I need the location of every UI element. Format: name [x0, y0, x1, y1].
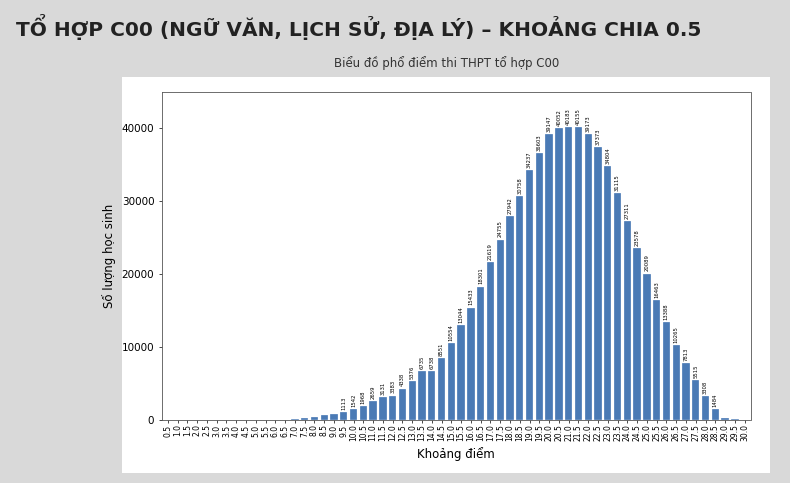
- Bar: [487, 262, 494, 420]
- Text: 27311: 27311: [625, 202, 630, 219]
- Bar: [301, 418, 308, 420]
- Bar: [623, 221, 631, 420]
- Bar: [702, 396, 709, 420]
- Text: 18301: 18301: [478, 268, 483, 284]
- Bar: [330, 414, 337, 420]
- Text: 13388: 13388: [664, 304, 669, 320]
- Text: 16463: 16463: [654, 281, 659, 298]
- Text: 8551: 8551: [439, 342, 444, 355]
- Text: Biểu đồ phổ điểm thi THPT tổ hợp C00: Biểu đồ phổ điểm thi THPT tổ hợp C00: [333, 56, 559, 70]
- Bar: [350, 409, 357, 420]
- Text: 27942: 27942: [507, 197, 513, 214]
- Bar: [555, 128, 562, 420]
- Bar: [428, 371, 435, 420]
- Text: 3383: 3383: [390, 380, 395, 393]
- Bar: [379, 398, 386, 420]
- Text: 39147: 39147: [547, 115, 551, 132]
- Bar: [634, 248, 641, 420]
- Bar: [399, 388, 406, 420]
- Bar: [419, 371, 426, 420]
- Bar: [604, 166, 611, 420]
- Bar: [653, 300, 660, 420]
- Text: 40183: 40183: [566, 108, 571, 125]
- Text: 7813: 7813: [683, 348, 688, 361]
- Bar: [292, 419, 299, 420]
- Bar: [457, 325, 465, 420]
- Y-axis label: Số lượng học sinh: Số lượng học sinh: [102, 204, 116, 308]
- Text: 31115: 31115: [615, 174, 620, 191]
- Text: 3308: 3308: [703, 381, 708, 394]
- Text: 24755: 24755: [498, 220, 502, 237]
- Text: 37373: 37373: [596, 129, 600, 145]
- Bar: [477, 286, 484, 420]
- Text: TỔ HỢP C00 (NGỮ VĂN, LỊCH SỬ, ĐỊA LÝ) – KHOẢNG CHIA 0.5: TỔ HỢP C00 (NGỮ VĂN, LỊCH SỬ, ĐỊA LÝ) – …: [16, 14, 702, 41]
- Bar: [565, 127, 572, 420]
- Text: 2659: 2659: [371, 385, 375, 398]
- Bar: [585, 134, 592, 420]
- Text: 6735: 6735: [419, 355, 424, 369]
- Bar: [594, 147, 602, 420]
- Bar: [497, 240, 504, 420]
- Text: 6738: 6738: [429, 355, 435, 369]
- Text: 1968: 1968: [361, 390, 366, 404]
- Text: 20089: 20089: [645, 255, 649, 271]
- Text: 23578: 23578: [634, 229, 640, 246]
- Bar: [506, 216, 514, 420]
- Bar: [683, 363, 690, 420]
- Bar: [370, 401, 377, 420]
- Bar: [310, 417, 318, 420]
- Bar: [732, 419, 739, 420]
- Bar: [614, 193, 621, 420]
- Text: 5515: 5515: [694, 364, 698, 378]
- Text: 10265: 10265: [674, 326, 679, 343]
- Bar: [448, 343, 455, 420]
- Bar: [712, 410, 719, 420]
- Text: 30758: 30758: [517, 177, 522, 194]
- Text: 21619: 21619: [488, 243, 493, 260]
- Bar: [467, 308, 475, 420]
- Bar: [321, 415, 328, 420]
- Text: 10554: 10554: [449, 324, 453, 341]
- Text: 39173: 39173: [585, 115, 591, 132]
- Text: 34804: 34804: [605, 147, 610, 164]
- X-axis label: Khoảng điểm: Khoảng điểm: [417, 447, 495, 461]
- Text: 40052: 40052: [556, 109, 562, 126]
- Bar: [516, 196, 524, 420]
- Text: 1484: 1484: [713, 394, 718, 407]
- Bar: [672, 345, 680, 420]
- Bar: [340, 412, 348, 420]
- Bar: [692, 380, 699, 420]
- Bar: [389, 396, 397, 420]
- Bar: [663, 323, 670, 420]
- Text: 1542: 1542: [351, 393, 356, 407]
- Text: 34237: 34237: [527, 152, 532, 168]
- Text: 1113: 1113: [341, 397, 346, 410]
- Bar: [721, 417, 728, 420]
- Text: 5376: 5376: [410, 366, 415, 379]
- Bar: [643, 273, 650, 420]
- Bar: [438, 358, 446, 420]
- Text: 4338: 4338: [400, 373, 405, 386]
- Bar: [359, 406, 367, 420]
- Bar: [526, 170, 533, 420]
- Text: 15433: 15433: [468, 289, 473, 305]
- Bar: [408, 381, 416, 420]
- Bar: [575, 127, 582, 420]
- Text: 13044: 13044: [459, 306, 464, 323]
- Text: 36603: 36603: [537, 134, 542, 151]
- Text: 40155: 40155: [576, 108, 581, 125]
- Bar: [536, 153, 543, 420]
- Text: 3131: 3131: [381, 382, 386, 395]
- Bar: [545, 134, 553, 420]
